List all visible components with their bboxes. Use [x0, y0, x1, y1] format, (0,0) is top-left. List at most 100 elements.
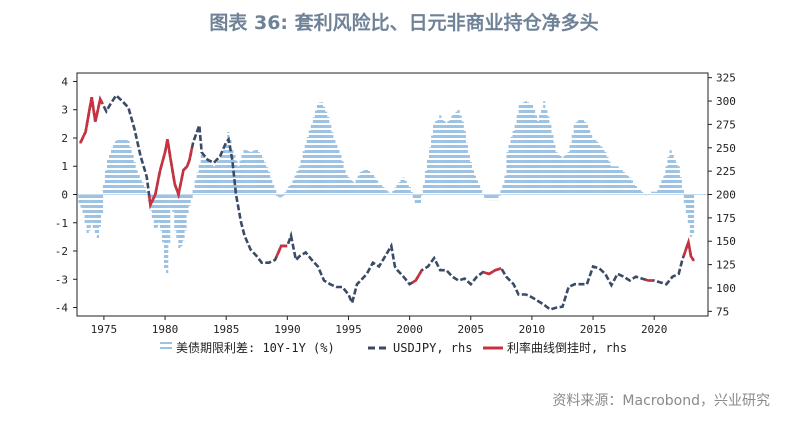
spread-bar: [335, 143, 338, 195]
spread-bar: [402, 177, 405, 195]
spread-bar: [155, 194, 159, 228]
spread-bar: [600, 146, 603, 195]
legend-swatch-spread: [160, 342, 172, 344]
spread-bar: [282, 194, 285, 196]
spread-bar: [204, 157, 208, 195]
spread-bar: [253, 150, 256, 195]
spread-bar: [237, 166, 240, 195]
spread-bar: [445, 123, 448, 195]
spread-bar: [520, 103, 523, 195]
spread-bar: [598, 143, 601, 195]
spread-bar: [414, 194, 417, 203]
left-tick-label: 3: [61, 104, 68, 117]
spread-bar: [245, 150, 248, 195]
spread-bar: [382, 186, 385, 195]
spread-bar: [198, 163, 201, 195]
right-tick-label: 150: [716, 235, 736, 248]
spread-bar: [88, 194, 91, 231]
spread-bar: [612, 166, 615, 195]
spread-bar: [123, 138, 126, 195]
spread-bar: [214, 163, 218, 195]
x-tick-label: 2020: [641, 323, 668, 336]
spread-bar: [162, 194, 165, 243]
spread-bar: [471, 170, 475, 195]
spread-bar: [496, 194, 499, 201]
spread-bar: [176, 194, 179, 240]
spread-bar: [685, 194, 689, 214]
spread-bar: [422, 182, 426, 195]
spread-bar: [347, 177, 350, 195]
spread-bar: [308, 130, 311, 195]
spread-bar: [610, 166, 613, 195]
spread-bar: [431, 135, 434, 195]
spread-bar: [512, 130, 515, 195]
right-tick-label: 100: [716, 282, 736, 295]
spread-bar: [602, 149, 605, 195]
spread-bar: [555, 152, 558, 195]
spread-bar: [398, 182, 401, 195]
spread-bar: [638, 189, 642, 195]
spread-bar: [80, 194, 83, 208]
spread-bar: [669, 150, 672, 195]
x-tick-label: 2010: [519, 323, 546, 336]
spread-bar: [618, 168, 621, 195]
inverted-period-line: [682, 237, 695, 262]
right-tick-label: 225: [716, 165, 736, 178]
spread-bar: [498, 194, 501, 196]
spread-bar: [477, 185, 481, 195]
spread-bar: [651, 191, 654, 195]
spread-bar: [412, 194, 415, 200]
spread-bar: [286, 188, 289, 195]
spread-bar: [361, 170, 364, 195]
spread-bar: [251, 151, 254, 195]
spread-bar: [622, 171, 625, 195]
spread-bar: [318, 102, 322, 195]
right-tick-label: 125: [716, 259, 736, 272]
x-tick-label: 1980: [152, 323, 179, 336]
spread-bar: [506, 152, 509, 195]
spread-bar: [494, 194, 497, 201]
spread-bar: [484, 194, 487, 198]
spread-bar: [500, 190, 503, 195]
spread-bar: [351, 181, 354, 195]
spread-bar: [106, 159, 110, 195]
right-tick-label: 300: [716, 95, 736, 108]
spread-bar: [109, 153, 112, 195]
spread-bar: [92, 194, 95, 229]
spread-bar: [435, 121, 438, 195]
spread-bar: [280, 194, 283, 198]
spread-bar: [339, 153, 342, 195]
legend-label-spread: 美债期限利差: 10Y-1Y (%): [176, 341, 335, 355]
spread-bar: [78, 194, 81, 203]
spread-bar: [532, 109, 536, 195]
spread-bar: [675, 162, 678, 195]
spread-bar: [343, 168, 346, 195]
spread-bar: [316, 104, 320, 195]
spread-bar: [624, 173, 627, 195]
spread-bar: [247, 151, 250, 195]
spread-bar: [129, 147, 132, 195]
spread-bar: [304, 143, 307, 195]
x-tick-label: 1985: [213, 323, 240, 336]
spread-bar: [353, 183, 356, 195]
spread-bar: [157, 194, 161, 223]
spread-bar: [689, 194, 693, 237]
spread-bar: [463, 130, 466, 195]
spread-bar: [630, 180, 633, 195]
spread-bar: [636, 187, 640, 195]
spread-bars: [77, 101, 708, 274]
spread-bar: [653, 191, 656, 195]
spread-bar: [606, 156, 609, 195]
spread-bar: [229, 138, 232, 195]
inverted-period-line: [645, 278, 653, 282]
right-tick-label: 200: [716, 189, 736, 202]
spread-bar: [100, 194, 104, 214]
x-tick-label: 2005: [458, 323, 485, 336]
spread-bar: [206, 160, 210, 195]
source-note: 资料来源：Macrobond，兴业研究: [552, 393, 770, 409]
spread-bar: [294, 175, 297, 195]
spread-bar: [188, 194, 191, 206]
spread-bar: [153, 194, 157, 230]
spread-bar: [180, 194, 183, 247]
spread-bar: [223, 148, 226, 195]
